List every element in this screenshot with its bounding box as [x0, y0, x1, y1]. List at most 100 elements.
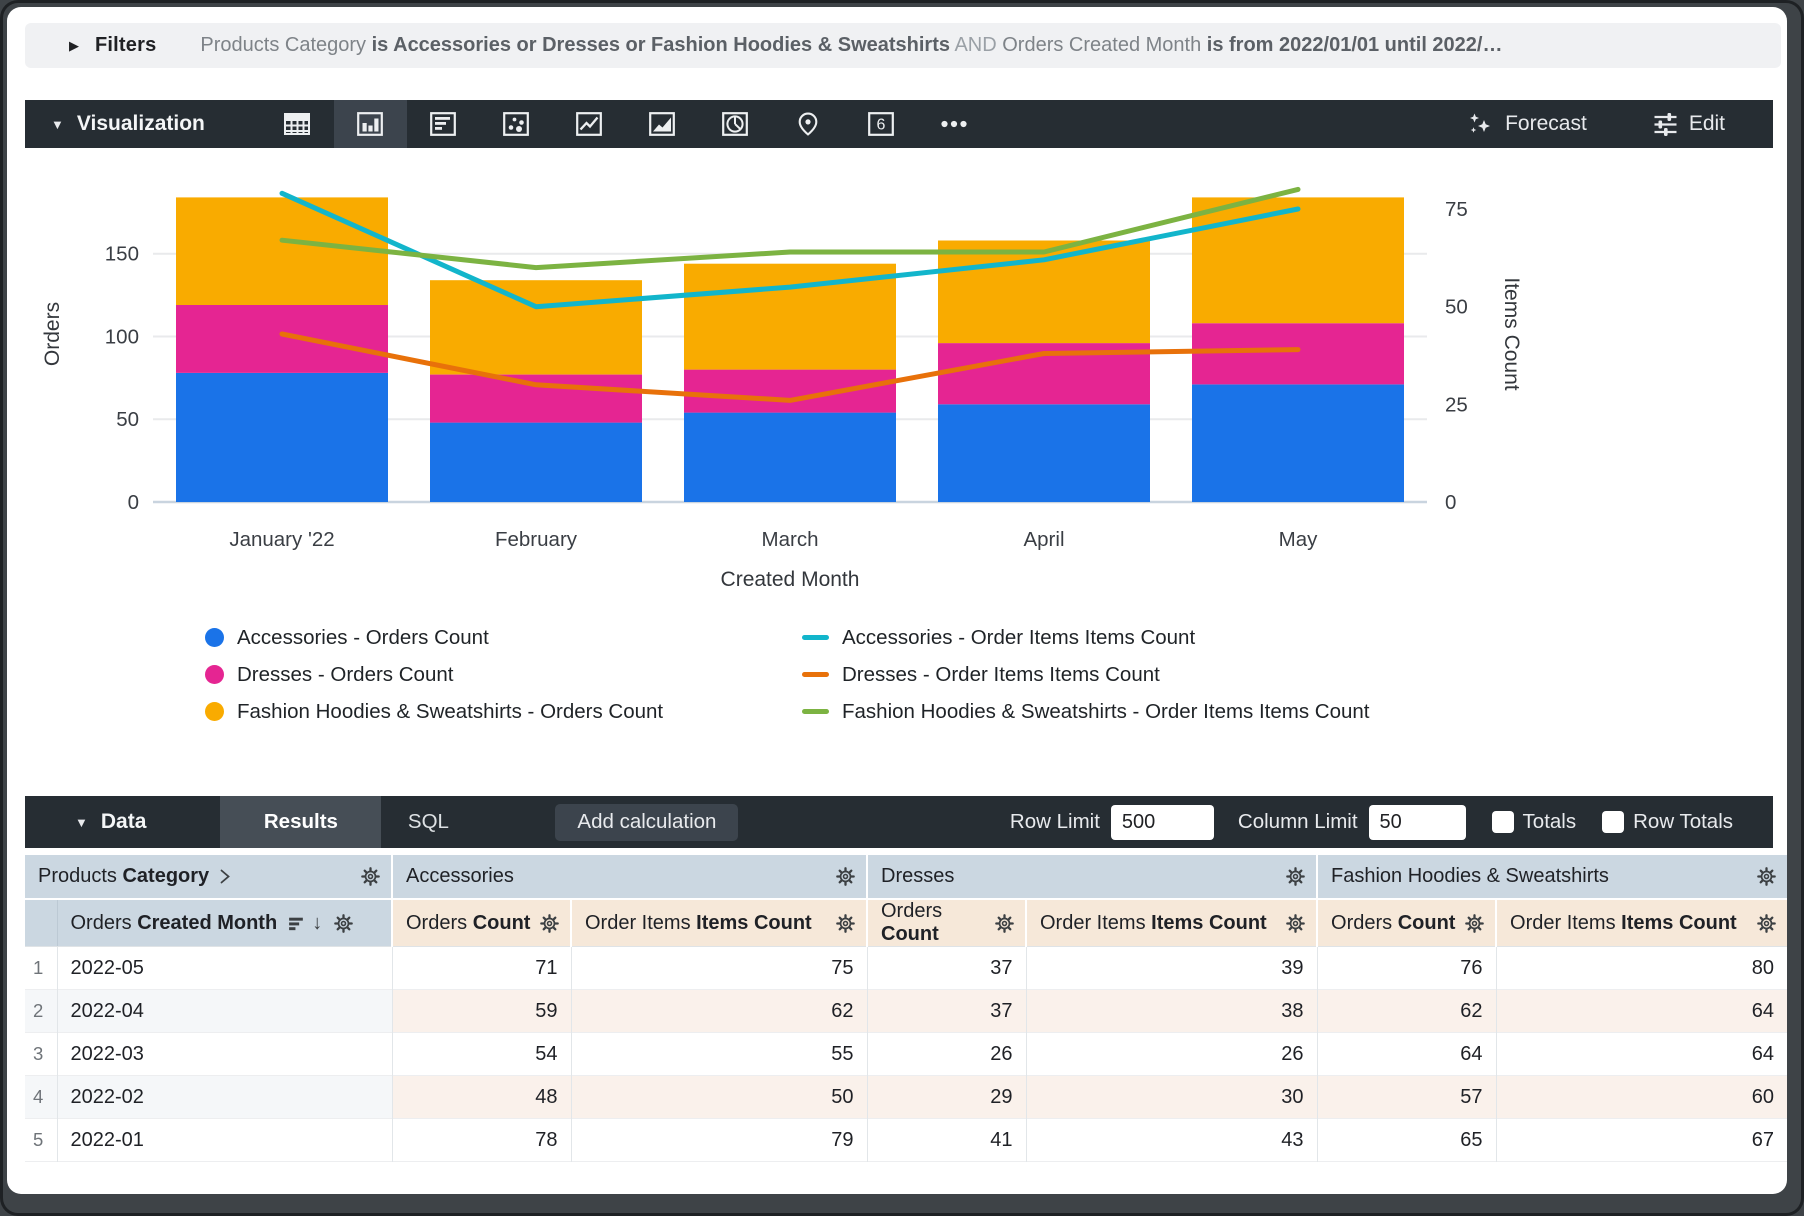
row-totals-checkbox[interactable]	[1602, 811, 1625, 833]
cell-value[interactable]: 79	[570, 1118, 867, 1162]
cell-value[interactable]: 29	[866, 1075, 1026, 1119]
forecast-button[interactable]: Forecast	[1467, 111, 1587, 138]
bar-segment[interactable]	[176, 372, 388, 502]
cell-value[interactable]: 62	[1316, 989, 1497, 1033]
cell-value[interactable]: 37	[866, 989, 1026, 1033]
bar-segment[interactable]	[1192, 384, 1404, 503]
cell-value[interactable]: 41	[866, 1118, 1026, 1162]
bar-segment[interactable]	[684, 412, 896, 502]
measure-column-header[interactable]: Orders Count	[391, 899, 571, 947]
cell-created-month[interactable]: 2022-01	[70, 1128, 144, 1151]
cell-value[interactable]: 71	[391, 946, 571, 990]
legend-item[interactable]: Dresses - Order Items Items Count	[802, 663, 1370, 686]
cell-value[interactable]: 54	[391, 1032, 571, 1076]
viz-type-pie-chart[interactable]	[699, 100, 772, 148]
cell-value[interactable]: 26	[1025, 1032, 1318, 1076]
measure-gear-icon[interactable]	[1756, 913, 1777, 934]
viz-type-scatter-chart[interactable]	[480, 100, 553, 148]
line-series[interactable]	[279, 190, 1301, 310]
pivot-value-header[interactable]: Dresses	[865, 855, 1318, 900]
cell-value[interactable]: 48	[391, 1075, 571, 1119]
bar-segment[interactable]	[938, 240, 1150, 344]
measure-gear-icon[interactable]	[1285, 913, 1306, 934]
legend-item[interactable]: Fashion Hoodies & Sweatshirts - Order It…	[802, 700, 1370, 723]
bar-segment[interactable]	[176, 197, 388, 305]
measure-gear-icon[interactable]	[835, 913, 856, 934]
tab-results[interactable]: Results	[220, 796, 382, 848]
measure-column-header[interactable]: Orders Count	[1316, 899, 1497, 947]
expand-filters-icon[interactable]: ▶	[69, 37, 79, 53]
collapse-visualization-icon[interactable]: ▼	[51, 116, 64, 132]
pivot-gear-icon[interactable]	[1756, 866, 1777, 887]
cell-value[interactable]: 43	[1025, 1118, 1318, 1162]
pivot-gear-icon[interactable]	[1285, 866, 1306, 887]
bar-segment[interactable]	[938, 404, 1150, 502]
measure-column-header[interactable]: Orders Count	[866, 899, 1026, 947]
filters-bar[interactable]: ▶ Filters Products Category is Accessori…	[25, 23, 1781, 68]
collapse-data-icon[interactable]: ▼	[75, 814, 88, 830]
cell-created-month[interactable]: 2022-04	[57, 989, 392, 1033]
bar-segment[interactable]	[1192, 197, 1404, 324]
pivot-dimension-header[interactable]: Products Category	[25, 855, 392, 900]
cell-value[interactable]: 64	[1495, 989, 1787, 1033]
viz-type-single-value[interactable]: 6	[845, 100, 918, 148]
legend-item[interactable]: Dresses - Orders Count	[205, 663, 802, 686]
cell-value[interactable]: 59	[391, 989, 571, 1033]
cell-created-month[interactable]: 2022-03	[70, 1042, 144, 1065]
cell-value[interactable]: 37	[866, 946, 1026, 990]
cell-value[interactable]: 76	[1316, 946, 1497, 990]
bar-segment[interactable]	[430, 422, 642, 502]
totals-checkbox[interactable]	[1491, 811, 1514, 833]
column-limit-input[interactable]	[1368, 804, 1466, 840]
dimension-gear-icon[interactable]	[333, 913, 354, 934]
viz-type-bar-chart[interactable]	[407, 100, 480, 148]
bar-segment[interactable]	[684, 369, 896, 413]
viz-type-map-chart[interactable]	[772, 100, 845, 148]
cell-value[interactable]: 62	[570, 989, 867, 1033]
pivot-value-header[interactable]: Accessories	[391, 855, 867, 900]
row-limit-input[interactable]	[1110, 804, 1214, 840]
pivot-gear-icon[interactable]	[835, 866, 856, 887]
line-series[interactable]	[279, 186, 1301, 271]
viz-type-area-chart[interactable]	[626, 100, 699, 148]
combo-chart[interactable]: January '22 February March April May 0 50 100 15…	[25, 148, 1776, 600]
sort-icon[interactable]	[287, 915, 306, 932]
measure-column-header[interactable]: Order Items Items Count	[1495, 899, 1787, 947]
cell-value[interactable]: 55	[570, 1032, 867, 1076]
tab-sql[interactable]: SQL	[407, 810, 449, 833]
products-category-gear-icon[interactable]	[360, 866, 381, 887]
cell-value[interactable]: 64	[1495, 1032, 1787, 1076]
cell-value[interactable]: 80	[1495, 946, 1787, 990]
cell-value[interactable]: 39	[1025, 946, 1318, 990]
cell-value[interactable]: 65	[1316, 1118, 1497, 1162]
line-series[interactable]	[279, 331, 1301, 403]
bar-segment[interactable]	[430, 280, 642, 375]
cell-value[interactable]: 75	[570, 946, 867, 990]
viz-type-line-chart[interactable]	[553, 100, 626, 148]
bar-segment[interactable]	[430, 374, 642, 423]
cell-value[interactable]: 57	[1316, 1075, 1497, 1119]
cell-value[interactable]: 64	[1316, 1032, 1497, 1076]
viz-type-table-chart[interactable]	[261, 100, 334, 148]
viz-type-more-viz-types[interactable]	[918, 100, 991, 148]
cell-value[interactable]: 30	[1025, 1075, 1318, 1119]
chevron-right-icon[interactable]	[218, 868, 231, 885]
legend-item[interactable]: Accessories - Orders Count	[205, 626, 802, 649]
pivot-value-header[interactable]: Fashion Hoodies & Sweatshirts	[1316, 855, 1787, 900]
measure-column-header[interactable]: Order Items Items Count	[570, 899, 867, 947]
measure-gear-icon[interactable]	[539, 913, 560, 934]
add-calculation-button[interactable]: Add calculation	[555, 803, 739, 841]
cell-value[interactable]: 38	[1025, 989, 1318, 1033]
edit-button[interactable]: Edit	[1653, 112, 1725, 137]
viz-type-column-chart[interactable]	[333, 100, 407, 148]
cell-value[interactable]: 50	[570, 1075, 867, 1119]
cell-created-month[interactable]: 2022-05	[70, 956, 144, 979]
cell-value[interactable]: 60	[1495, 1075, 1787, 1119]
cell-value[interactable]: 78	[391, 1118, 571, 1162]
legend-item[interactable]: Fashion Hoodies & Sweatshirts - Orders C…	[205, 700, 802, 723]
bar-segment[interactable]	[1192, 323, 1404, 385]
cell-value[interactable]: 67	[1495, 1118, 1787, 1162]
bar-segment[interactable]	[176, 305, 388, 373]
measure-gear-icon[interactable]	[1464, 913, 1485, 934]
legend-item[interactable]: Accessories - Order Items Items Count	[802, 626, 1370, 649]
